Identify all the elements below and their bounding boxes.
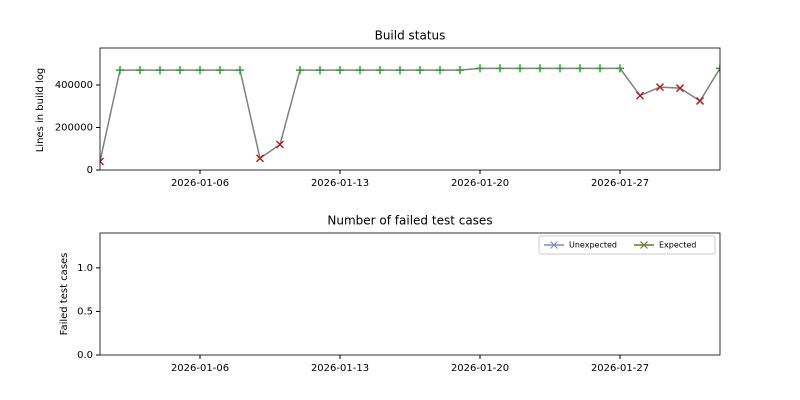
marker (356, 66, 364, 75)
legend (538, 235, 716, 255)
marker (516, 64, 524, 73)
legend-label: Expected (659, 241, 696, 250)
marker (136, 66, 144, 75)
y-tick-label: 0.5 (77, 306, 93, 317)
marker (316, 66, 324, 75)
marker (296, 66, 304, 75)
x-tick-label: 2026-01-27 (591, 363, 649, 374)
marker (616, 64, 624, 73)
marker (716, 64, 720, 73)
marker (236, 66, 244, 75)
marker (695, 96, 705, 105)
x-tick-label: 2026-01-20 (451, 363, 509, 374)
legend-label: Unexpected (569, 241, 617, 250)
marker (496, 64, 504, 73)
marker (176, 66, 184, 75)
chart-title: Number of failed test cases (327, 214, 492, 228)
y-tick-label: 0 (87, 165, 93, 176)
marker (556, 64, 564, 73)
marker (456, 66, 464, 75)
y-axis-label: Failed test cases (59, 253, 70, 336)
y-tick-label: 200000 (55, 122, 93, 133)
legend-marker (640, 241, 648, 249)
x-tick-label: 2026-01-27 (591, 178, 649, 189)
marker (536, 64, 544, 73)
marker (100, 157, 105, 166)
marker (476, 64, 484, 73)
marker (336, 66, 344, 75)
chart-title: Build status (375, 29, 446, 43)
x-tick-label: 2026-01-13 (311, 363, 369, 374)
marker (675, 84, 685, 93)
y-tick-label: 0.0 (77, 350, 93, 361)
marker (416, 66, 424, 75)
plot-area (100, 64, 720, 166)
marker (196, 66, 204, 75)
marker (635, 91, 645, 100)
marker (396, 66, 404, 75)
legend-marker (550, 241, 558, 249)
axes-frame (99, 47, 721, 171)
axes-frame (99, 232, 721, 356)
marker (596, 64, 604, 73)
y-axis-label: Lines in build log (35, 68, 46, 153)
x-tick-label: 2026-01-13 (311, 178, 369, 189)
marker (376, 66, 384, 75)
x-tick-label: 2026-01-06 (171, 363, 229, 374)
marker (655, 83, 665, 92)
marker (216, 66, 224, 75)
marker (116, 66, 124, 75)
y-tick-label: 1.0 (77, 263, 93, 274)
x-tick-label: 2026-01-20 (451, 178, 509, 189)
y-tick-label: 400000 (55, 80, 93, 91)
marker (436, 66, 444, 75)
marker (275, 140, 285, 149)
marker (255, 154, 265, 163)
marker (576, 64, 584, 73)
marker (156, 66, 164, 75)
x-tick-label: 2026-01-06 (171, 178, 229, 189)
